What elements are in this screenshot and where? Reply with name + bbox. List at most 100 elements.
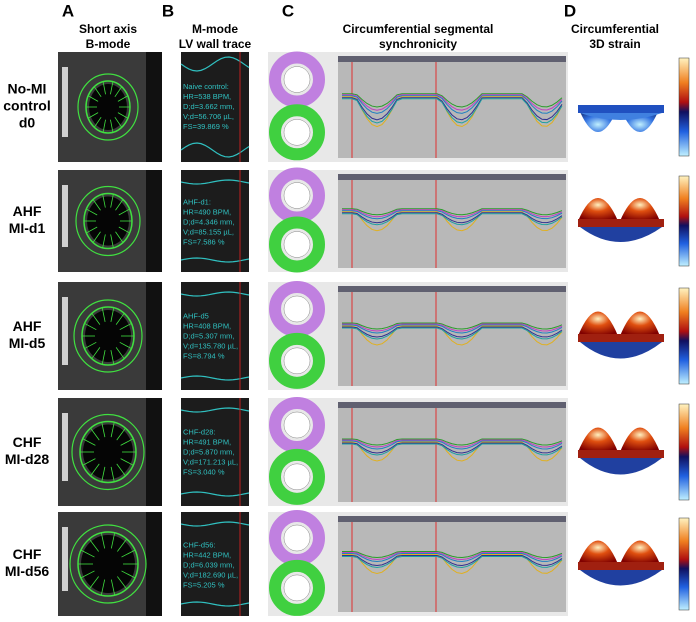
strain-underside: [580, 458, 662, 475]
mmode-readout: FS=8.794 %: [183, 352, 225, 361]
mmode-image: [181, 398, 249, 506]
strain-vector: [92, 199, 101, 211]
strain-vector: [115, 199, 124, 211]
segment-ring: [269, 104, 325, 161]
strain-vector: [116, 427, 126, 441]
mmode-readout: CHF-d28:: [183, 428, 216, 437]
mmode-readout: CHF-d56:: [183, 540, 216, 549]
strain-curve: [342, 556, 563, 569]
epi-contour: [75, 185, 141, 257]
epi-contour: [77, 73, 139, 141]
strain-vector: [84, 323, 97, 331]
strain-vector: [119, 323, 132, 331]
wall-trace: [180, 56, 250, 72]
strain-vector: [86, 226, 98, 234]
strain-curve: [342, 212, 563, 224]
mmode-readout: FS=7.586 %: [183, 238, 225, 247]
mmode-readout: HR=491 BPM,: [183, 438, 231, 447]
panel-title: Short axis: [79, 22, 137, 36]
row-label: MI-d56: [5, 563, 50, 579]
strain-vector: [84, 341, 97, 349]
bmode-scale: [62, 185, 68, 247]
wall-trace: [180, 179, 250, 185]
mmode-readout: D;d=4.346 mm,: [183, 218, 234, 227]
mmode-readout: HR=408 BPM,: [183, 322, 231, 331]
strain-base: [578, 105, 664, 113]
bmode-ruler: [146, 282, 162, 390]
strain-curve: [342, 324, 563, 334]
lv-cavity: [87, 196, 129, 246]
strain-vector: [110, 579, 116, 596]
wall-trace: [180, 142, 250, 158]
strain-plot: [338, 286, 566, 386]
strain-vector: [118, 208, 130, 216]
bmode-scale: [62, 297, 68, 365]
strain-curve: [342, 209, 563, 218]
segment-ring: [269, 281, 325, 337]
strain-curve: [342, 552, 563, 561]
strain-vector: [87, 95, 99, 102]
mmode-readout: V;d=182.690 µL,: [183, 570, 238, 579]
panel-title: M-mode: [192, 22, 238, 36]
strain-vector: [117, 538, 128, 552]
mmode-readout: FS=3.040 %: [183, 468, 225, 477]
colorbar: [678, 517, 690, 611]
strain-curve: [342, 551, 563, 559]
mmode-readout: AHF-d5: [183, 312, 209, 321]
strain-curve: [342, 322, 563, 330]
strain-vector: [114, 116, 123, 128]
strain-vector: [121, 549, 136, 558]
bmode-ruler: [146, 512, 162, 616]
strain-vector: [120, 438, 134, 446]
segment-center: [283, 231, 311, 258]
strain-vector: [110, 532, 116, 549]
strain-surface: [620, 427, 660, 452]
mmode-readout: D;d=5.307 mm,: [183, 332, 234, 341]
strain-curve: [342, 97, 563, 121]
panel-title: B-mode: [86, 37, 131, 51]
strain-vector: [88, 576, 99, 590]
panel-title: LV wall trace: [179, 37, 252, 51]
colorbar: [678, 287, 690, 385]
bmode-ruler: [146, 170, 162, 272]
bmode-scale: [62, 413, 68, 481]
strain-vector: [114, 86, 123, 98]
strain-surface: [578, 427, 618, 452]
mmode-readout: V;d=135.780 µL,: [183, 342, 238, 351]
strain-vector: [110, 81, 114, 95]
segment-center: [283, 574, 311, 602]
strain-surface: [620, 198, 660, 221]
wall-trace: [180, 291, 250, 297]
segment-center: [283, 347, 311, 375]
strain-base: [578, 219, 664, 227]
strain-curve: [342, 208, 563, 216]
strain-plot-header: [338, 516, 566, 522]
bmode-ruler: [146, 398, 162, 506]
mmode-readout: HR=490 BPM,: [183, 208, 231, 217]
segment-ring: [269, 448, 325, 505]
strain-curve: [342, 93, 563, 108]
strain-plot-header: [338, 56, 566, 62]
strain-vector: [110, 466, 115, 482]
strain-vector: [110, 350, 115, 365]
strain-curve: [342, 443, 563, 456]
strain-plot-header: [338, 174, 566, 180]
segment-center: [283, 182, 311, 209]
panel-letter: B: [162, 1, 174, 20]
strain-curve: [342, 438, 563, 446]
mmode-readout: D;d=6.039 mm,: [183, 560, 234, 569]
strain-vector: [80, 549, 95, 558]
segment-ring: [269, 216, 325, 273]
strain-vector: [110, 234, 114, 248]
row-label: AHF: [13, 203, 42, 219]
bmode-scale: [62, 527, 68, 591]
strain-curve: [342, 555, 563, 567]
row-label: d0: [19, 115, 36, 131]
row-label: CHF: [13, 434, 42, 450]
panel-title: Circumferential segmental: [343, 22, 494, 36]
row-label: MI-d5: [9, 335, 46, 351]
strain-vector: [121, 570, 136, 579]
strain-surface: [578, 540, 618, 564]
segment-center: [283, 524, 311, 552]
colorbar: [678, 57, 690, 157]
